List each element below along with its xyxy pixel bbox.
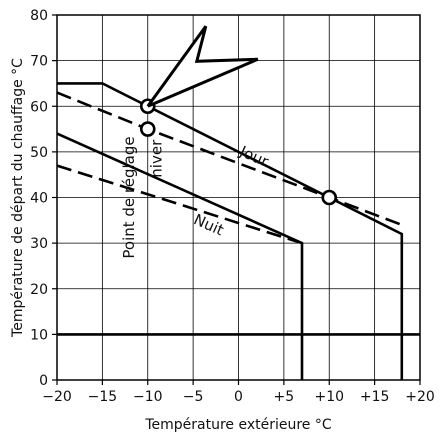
pointer-arrow-icon [146,25,259,108]
annotation-label: Point de réglage [120,136,138,258]
x-tick-label: −10 [133,389,163,405]
x-tick-label: −5 [183,389,204,405]
y-tick-label: 10 [30,327,48,343]
x-tick-label: +15 [360,389,390,405]
series-layer [56,82,420,380]
y-tick-label: 0 [39,373,48,389]
series-line-1 [57,82,404,380]
pointer-layer [146,25,259,108]
x-tick-label: +10 [314,389,344,405]
marker-open-circle-3 [321,189,338,206]
y-tick-label: 20 [30,282,48,298]
x-tick-label: +5 [274,389,295,405]
y-axis-title: Température de départ du chauffage °C [10,58,26,338]
y-tick-label: 50 [30,145,48,161]
y-tick-label: 40 [30,191,48,207]
marker-open-circle-2 [139,121,156,137]
annotation-label: Nuit [191,210,227,239]
y-tick-label: 30 [30,236,48,252]
x-tick-label: −20 [42,389,72,405]
x-axis-title: Température extérieure °C [144,417,332,433]
annotation-label: hiver [147,139,165,178]
x-tick-label: 0 [234,389,243,405]
series-line-4 [56,164,303,245]
series-line-3 [56,132,304,380]
y-tick-label: 80 [30,8,48,24]
x-tick-label: +20 [405,389,435,405]
y-tick-label: 60 [30,99,48,115]
plot-frame [56,14,421,381]
x-tick-label: −15 [88,389,118,405]
series-line-2 [56,91,403,227]
grid [52,14,421,385]
y-tick-label: 70 [30,54,48,70]
marker-layer [139,98,338,206]
tick-label-layer: −20 −15 −10 −5 0 +5 +10 +15 +20 0 10 20 30 40 50 60 70 80 [30,8,435,405]
